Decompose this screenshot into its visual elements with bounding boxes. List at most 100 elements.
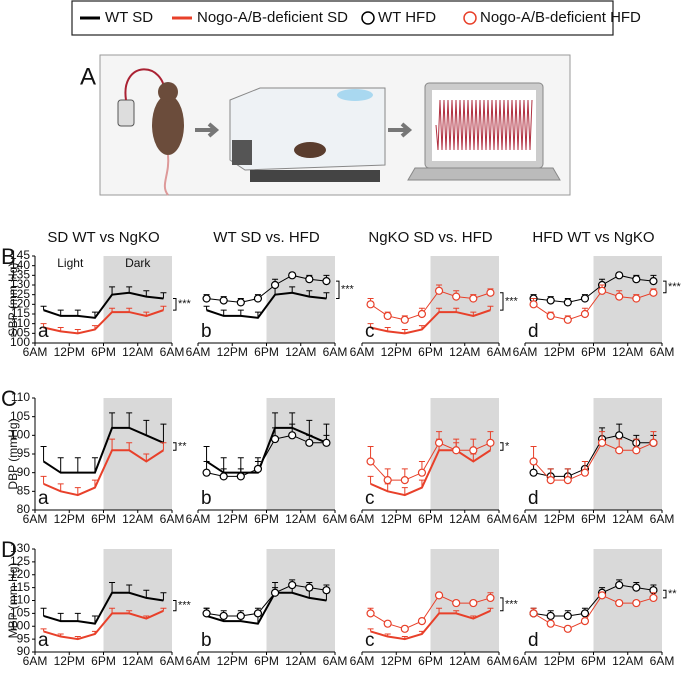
- x-tick-label: 12PM: [54, 345, 85, 359]
- y-tick-label: 90: [17, 465, 31, 479]
- data-point: [546, 311, 555, 321]
- laptop-base: [407, 167, 561, 181]
- data-point: [529, 468, 538, 477]
- error-bar: [367, 323, 374, 328]
- row-label: B: [1, 244, 16, 269]
- dark-shade: [593, 398, 662, 510]
- data-point: [597, 286, 607, 295]
- legend-label: Nogo-A/B-deficient SD: [197, 9, 348, 26]
- panel-title: NgKO SD vs. HFD: [368, 229, 492, 246]
- error-bar: [160, 305, 167, 311]
- data-point: [383, 619, 392, 628]
- data-point: [452, 292, 461, 301]
- error-bar: [367, 475, 374, 484]
- x-tick-label: 6PM: [581, 654, 606, 668]
- data-point: [563, 624, 572, 633]
- data-point: [649, 277, 658, 286]
- arrow: [195, 122, 220, 138]
- x-tick-label: 12PM: [54, 512, 85, 526]
- data-point: [434, 438, 444, 447]
- data-point: [434, 286, 444, 295]
- data-point: [288, 271, 297, 280]
- x-tick-label: 6PM: [91, 512, 116, 526]
- panel-letter: a: [38, 488, 49, 509]
- y-tick-label: 95: [17, 446, 31, 460]
- dark-shade: [593, 256, 662, 343]
- data-point: [469, 294, 478, 303]
- data-point: [529, 300, 538, 309]
- data-point: [305, 275, 314, 284]
- data-point: [417, 616, 427, 626]
- data-point: [288, 431, 297, 440]
- significance-bracket: [500, 597, 504, 612]
- data-point: [632, 275, 641, 284]
- x-tick-label: 6PM: [581, 345, 606, 359]
- x-tick-label: 6AM: [186, 345, 211, 359]
- error-bar: [487, 305, 494, 311]
- error-bar: [160, 592, 167, 601]
- data-point: [580, 294, 590, 303]
- x-tick-label: 6AM: [323, 345, 348, 359]
- panel-letter: a: [38, 630, 49, 651]
- significance-label: ***: [668, 281, 682, 293]
- x-tick-label: 6AM: [23, 345, 48, 359]
- y-tick-label: 120: [10, 297, 30, 311]
- data-point: [383, 476, 392, 485]
- x-tick-label: 6AM: [160, 654, 185, 668]
- error-bar: [74, 457, 81, 473]
- data-point: [288, 580, 297, 590]
- data-point: [486, 438, 495, 447]
- series-line: [206, 426, 327, 474]
- y-tick-label: 120: [10, 567, 30, 581]
- data-point: [486, 288, 495, 297]
- data-point: [219, 611, 228, 621]
- x-tick-label: 6AM: [323, 654, 348, 668]
- x-tick-label: 6AM: [487, 654, 512, 668]
- data-point: [486, 593, 495, 603]
- x-tick-label: 6AM: [650, 512, 675, 526]
- error-bar: [109, 581, 116, 593]
- x-tick-label: 6AM: [186, 512, 211, 526]
- x-tick-label: 6AM: [513, 345, 538, 359]
- error-bar: [74, 487, 81, 496]
- illustration: [99, 54, 571, 196]
- data-point: [202, 609, 211, 618]
- error-bar: [40, 323, 47, 328]
- x-tick-label: 6PM: [254, 654, 279, 668]
- x-tick-label: 6AM: [186, 654, 211, 668]
- dark-shade: [266, 398, 335, 510]
- panel-letter: c: [365, 630, 375, 651]
- data-point: [546, 619, 555, 628]
- data-point: [580, 616, 590, 626]
- panel-letter: b: [201, 321, 212, 342]
- x-tick-label: 6AM: [650, 345, 675, 359]
- x-tick-label: 12AM: [612, 654, 643, 668]
- y-tick-label: 115: [11, 306, 30, 320]
- error-bar: [160, 423, 167, 443]
- data-point: [417, 468, 427, 477]
- transmitter: [117, 99, 135, 127]
- x-tick-label: 12AM: [285, 654, 316, 668]
- y-tick-label: 125: [10, 554, 30, 568]
- data-point: [546, 476, 555, 485]
- dark-shade: [103, 256, 172, 343]
- significance-label: **: [178, 440, 187, 452]
- data-point: [469, 598, 478, 608]
- x-tick-label: 6AM: [23, 512, 48, 526]
- x-tick-label: 12PM: [54, 654, 85, 668]
- error-bar: [272, 412, 279, 428]
- legend-box: [71, 0, 614, 36]
- panel-letter: c: [365, 488, 375, 509]
- y-tick-label: 135: [10, 268, 30, 282]
- error-bar: [143, 453, 150, 462]
- data-point: [529, 609, 538, 618]
- data-point: [529, 457, 538, 466]
- x-tick-label: 12PM: [217, 512, 248, 526]
- data-point: [322, 277, 331, 286]
- error-bar: [109, 286, 116, 295]
- data-point: [202, 294, 211, 303]
- x-tick-label: 6PM: [91, 654, 116, 668]
- dark-shade: [103, 398, 172, 510]
- mouse: [152, 95, 184, 155]
- x-tick-label: 6PM: [418, 654, 443, 668]
